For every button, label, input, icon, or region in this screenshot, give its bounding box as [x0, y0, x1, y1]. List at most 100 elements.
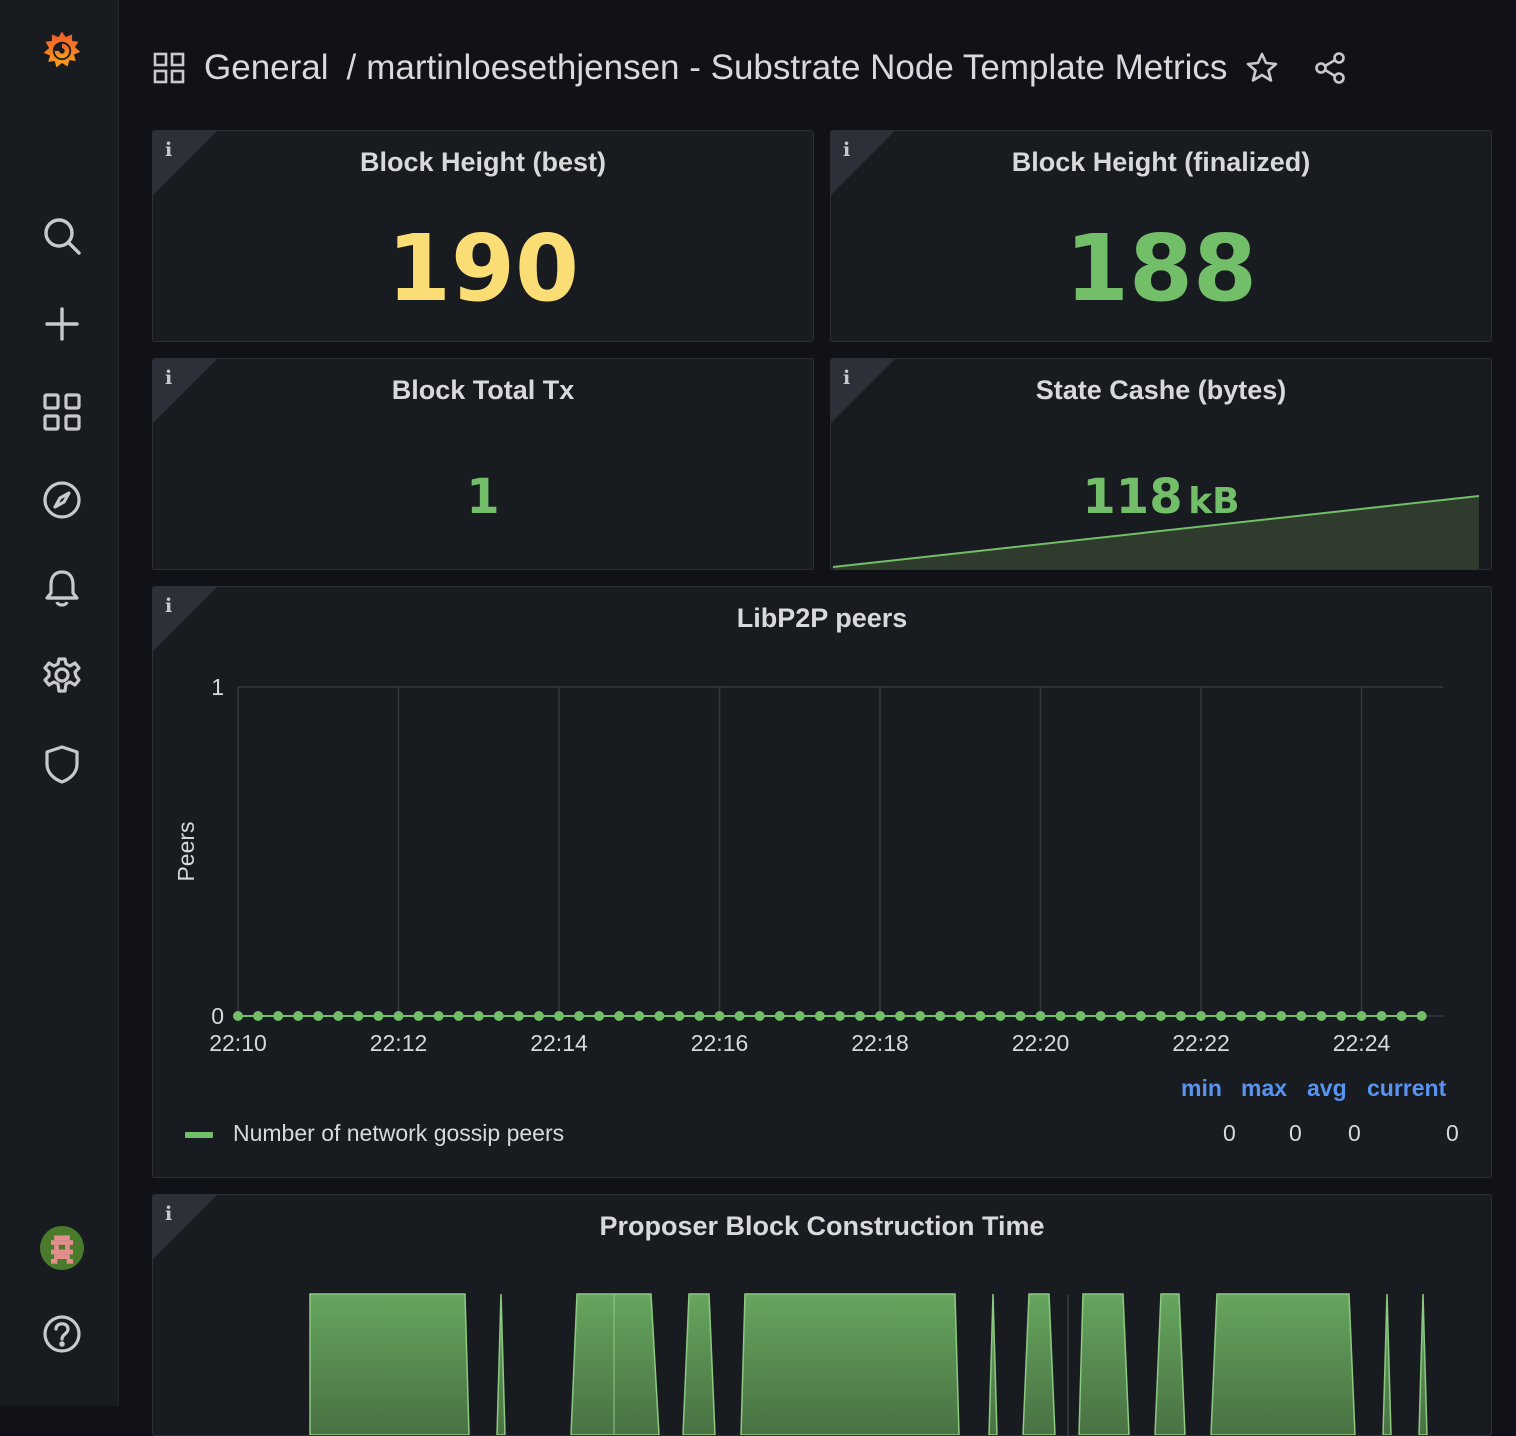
data-point	[794, 1011, 805, 1021]
legend-value-max: 0	[1289, 1120, 1302, 1146]
search-icon[interactable]	[34, 208, 90, 264]
legend-series-name[interactable]: Number of network gossip peers	[233, 1120, 565, 1146]
data-point	[654, 1011, 665, 1021]
peers-chart[interactable]: 0 1 22:10 22:12 22:14 22:16 22:18 22:20 22:22 22:…	[153, 587, 1491, 1067]
panel-title[interactable]: Block Total Tx	[391, 375, 575, 405]
data-point	[1075, 1011, 1086, 1021]
y-tick-label: 1	[211, 674, 224, 700]
data-point	[1015, 1011, 1026, 1021]
data-point	[1236, 1011, 1247, 1021]
data-point	[373, 1011, 384, 1021]
panel-info-corner	[153, 359, 217, 423]
data-point	[975, 1011, 986, 1021]
panel-state-cache: i State Cashe (bytes) 118 kB	[830, 358, 1492, 570]
stat-number: 118	[1082, 469, 1183, 525]
info-icon[interactable]: i	[843, 139, 851, 161]
data-point	[453, 1011, 464, 1021]
panel-info-corner	[831, 131, 895, 195]
data-point	[554, 1011, 564, 1021]
share-icon[interactable]	[1313, 51, 1347, 85]
data-point	[674, 1011, 685, 1021]
alerting-icon[interactable]	[34, 560, 90, 616]
data-point	[834, 1011, 845, 1021]
legend-series-swatch[interactable]	[185, 1132, 213, 1138]
dashboards-icon[interactable]	[34, 384, 90, 440]
data-point	[533, 1011, 544, 1021]
data-point	[1256, 1011, 1267, 1021]
legend-header-avg[interactable]: avg	[1307, 1075, 1347, 1101]
data-point	[935, 1011, 946, 1021]
data-point	[915, 1011, 926, 1021]
area-segment	[988, 1293, 998, 1435]
legend-header-min[interactable]: min	[1181, 1075, 1222, 1101]
panel-info-corner	[831, 359, 895, 423]
shield-icon[interactable]	[34, 736, 90, 792]
state-cache-sparkline	[832, 495, 1480, 569]
avatar[interactable]	[34, 1220, 90, 1276]
data-point	[854, 1011, 865, 1021]
y-tick-label: 0	[211, 1003, 224, 1029]
info-icon[interactable]: i	[165, 595, 173, 617]
panel-proposer-block-time: i Proposer Block Construction Time	[152, 1194, 1492, 1436]
panel-title[interactable]: Block Height (best)	[359, 147, 607, 177]
panel-title[interactable]: LibP2P peers	[736, 603, 908, 633]
data-point	[1396, 1011, 1407, 1021]
help-icon[interactable]	[34, 1306, 90, 1362]
panel-title[interactable]: Block Height (finalized)	[1011, 147, 1311, 177]
data-point	[233, 1011, 243, 1021]
data-point	[694, 1011, 705, 1021]
stat-value: 188	[1064, 215, 1258, 322]
panel-block-total-tx: i Block Total Tx 1	[152, 358, 814, 570]
stat-value: 118 kB	[831, 467, 1491, 538]
settings-icon[interactable]	[34, 648, 90, 704]
x-tick-label: 22:18	[851, 1030, 909, 1056]
y-axis-label: Peers	[173, 821, 199, 881]
data-point	[594, 1011, 605, 1021]
x-tick-label: 22:10	[209, 1030, 267, 1056]
data-point	[814, 1011, 825, 1021]
legend-header-current[interactable]: current	[1367, 1075, 1447, 1101]
data-point	[1196, 1011, 1206, 1021]
dashboards-grid-icon	[152, 51, 186, 85]
x-tick-label: 22:16	[691, 1030, 749, 1056]
x-tick-label: 22:22	[1172, 1030, 1230, 1056]
info-icon[interactable]: i	[843, 367, 851, 389]
data-point	[393, 1011, 404, 1021]
data-point	[1376, 1011, 1387, 1021]
breadcrumb-folder[interactable]: General	[204, 48, 329, 87]
data-point	[714, 1011, 725, 1021]
grafana-logo-icon[interactable]	[34, 22, 90, 78]
data-point	[1155, 1011, 1166, 1021]
dashboard-header: General / martinloesethjensen - Substrat…	[152, 40, 1516, 96]
x-tick-label: 22:12	[370, 1030, 428, 1056]
panel-info-corner	[153, 587, 217, 651]
data-point	[333, 1011, 344, 1021]
data-point	[1296, 1011, 1307, 1021]
explore-icon[interactable]	[34, 472, 90, 528]
info-icon[interactable]: i	[165, 1203, 173, 1225]
data-point	[413, 1011, 424, 1021]
area-segment	[1382, 1293, 1392, 1435]
legend-header-max[interactable]: max	[1241, 1075, 1288, 1101]
info-icon[interactable]: i	[165, 367, 173, 389]
area-segment	[1210, 1293, 1356, 1435]
dashboard-title[interactable]: martinloesethjensen - Substrate Node Tem…	[366, 48, 1228, 87]
panel-title[interactable]: State Cashe (bytes)	[1035, 375, 1287, 405]
legend-value-avg: 0	[1348, 1120, 1361, 1146]
data-point	[1135, 1011, 1146, 1021]
data-point	[1416, 1011, 1427, 1021]
area-segment	[1418, 1293, 1428, 1435]
data-point	[1216, 1011, 1227, 1021]
panel-block-height-best: i Block Height (best) 190	[152, 130, 814, 342]
data-point	[313, 1011, 324, 1021]
info-icon[interactable]: i	[165, 139, 173, 161]
plus-icon[interactable]	[34, 296, 90, 352]
x-tick-label: 22:24	[1333, 1030, 1391, 1056]
star-icon[interactable]	[1245, 51, 1279, 85]
proposer-chart[interactable]	[153, 1195, 1491, 1435]
panel-title[interactable]: Proposer Block Construction Time	[599, 1211, 1045, 1241]
data-point	[1316, 1011, 1327, 1021]
x-tick-label: 22:14	[530, 1030, 588, 1056]
area-segment	[309, 1293, 470, 1435]
area-segment	[1022, 1293, 1056, 1435]
